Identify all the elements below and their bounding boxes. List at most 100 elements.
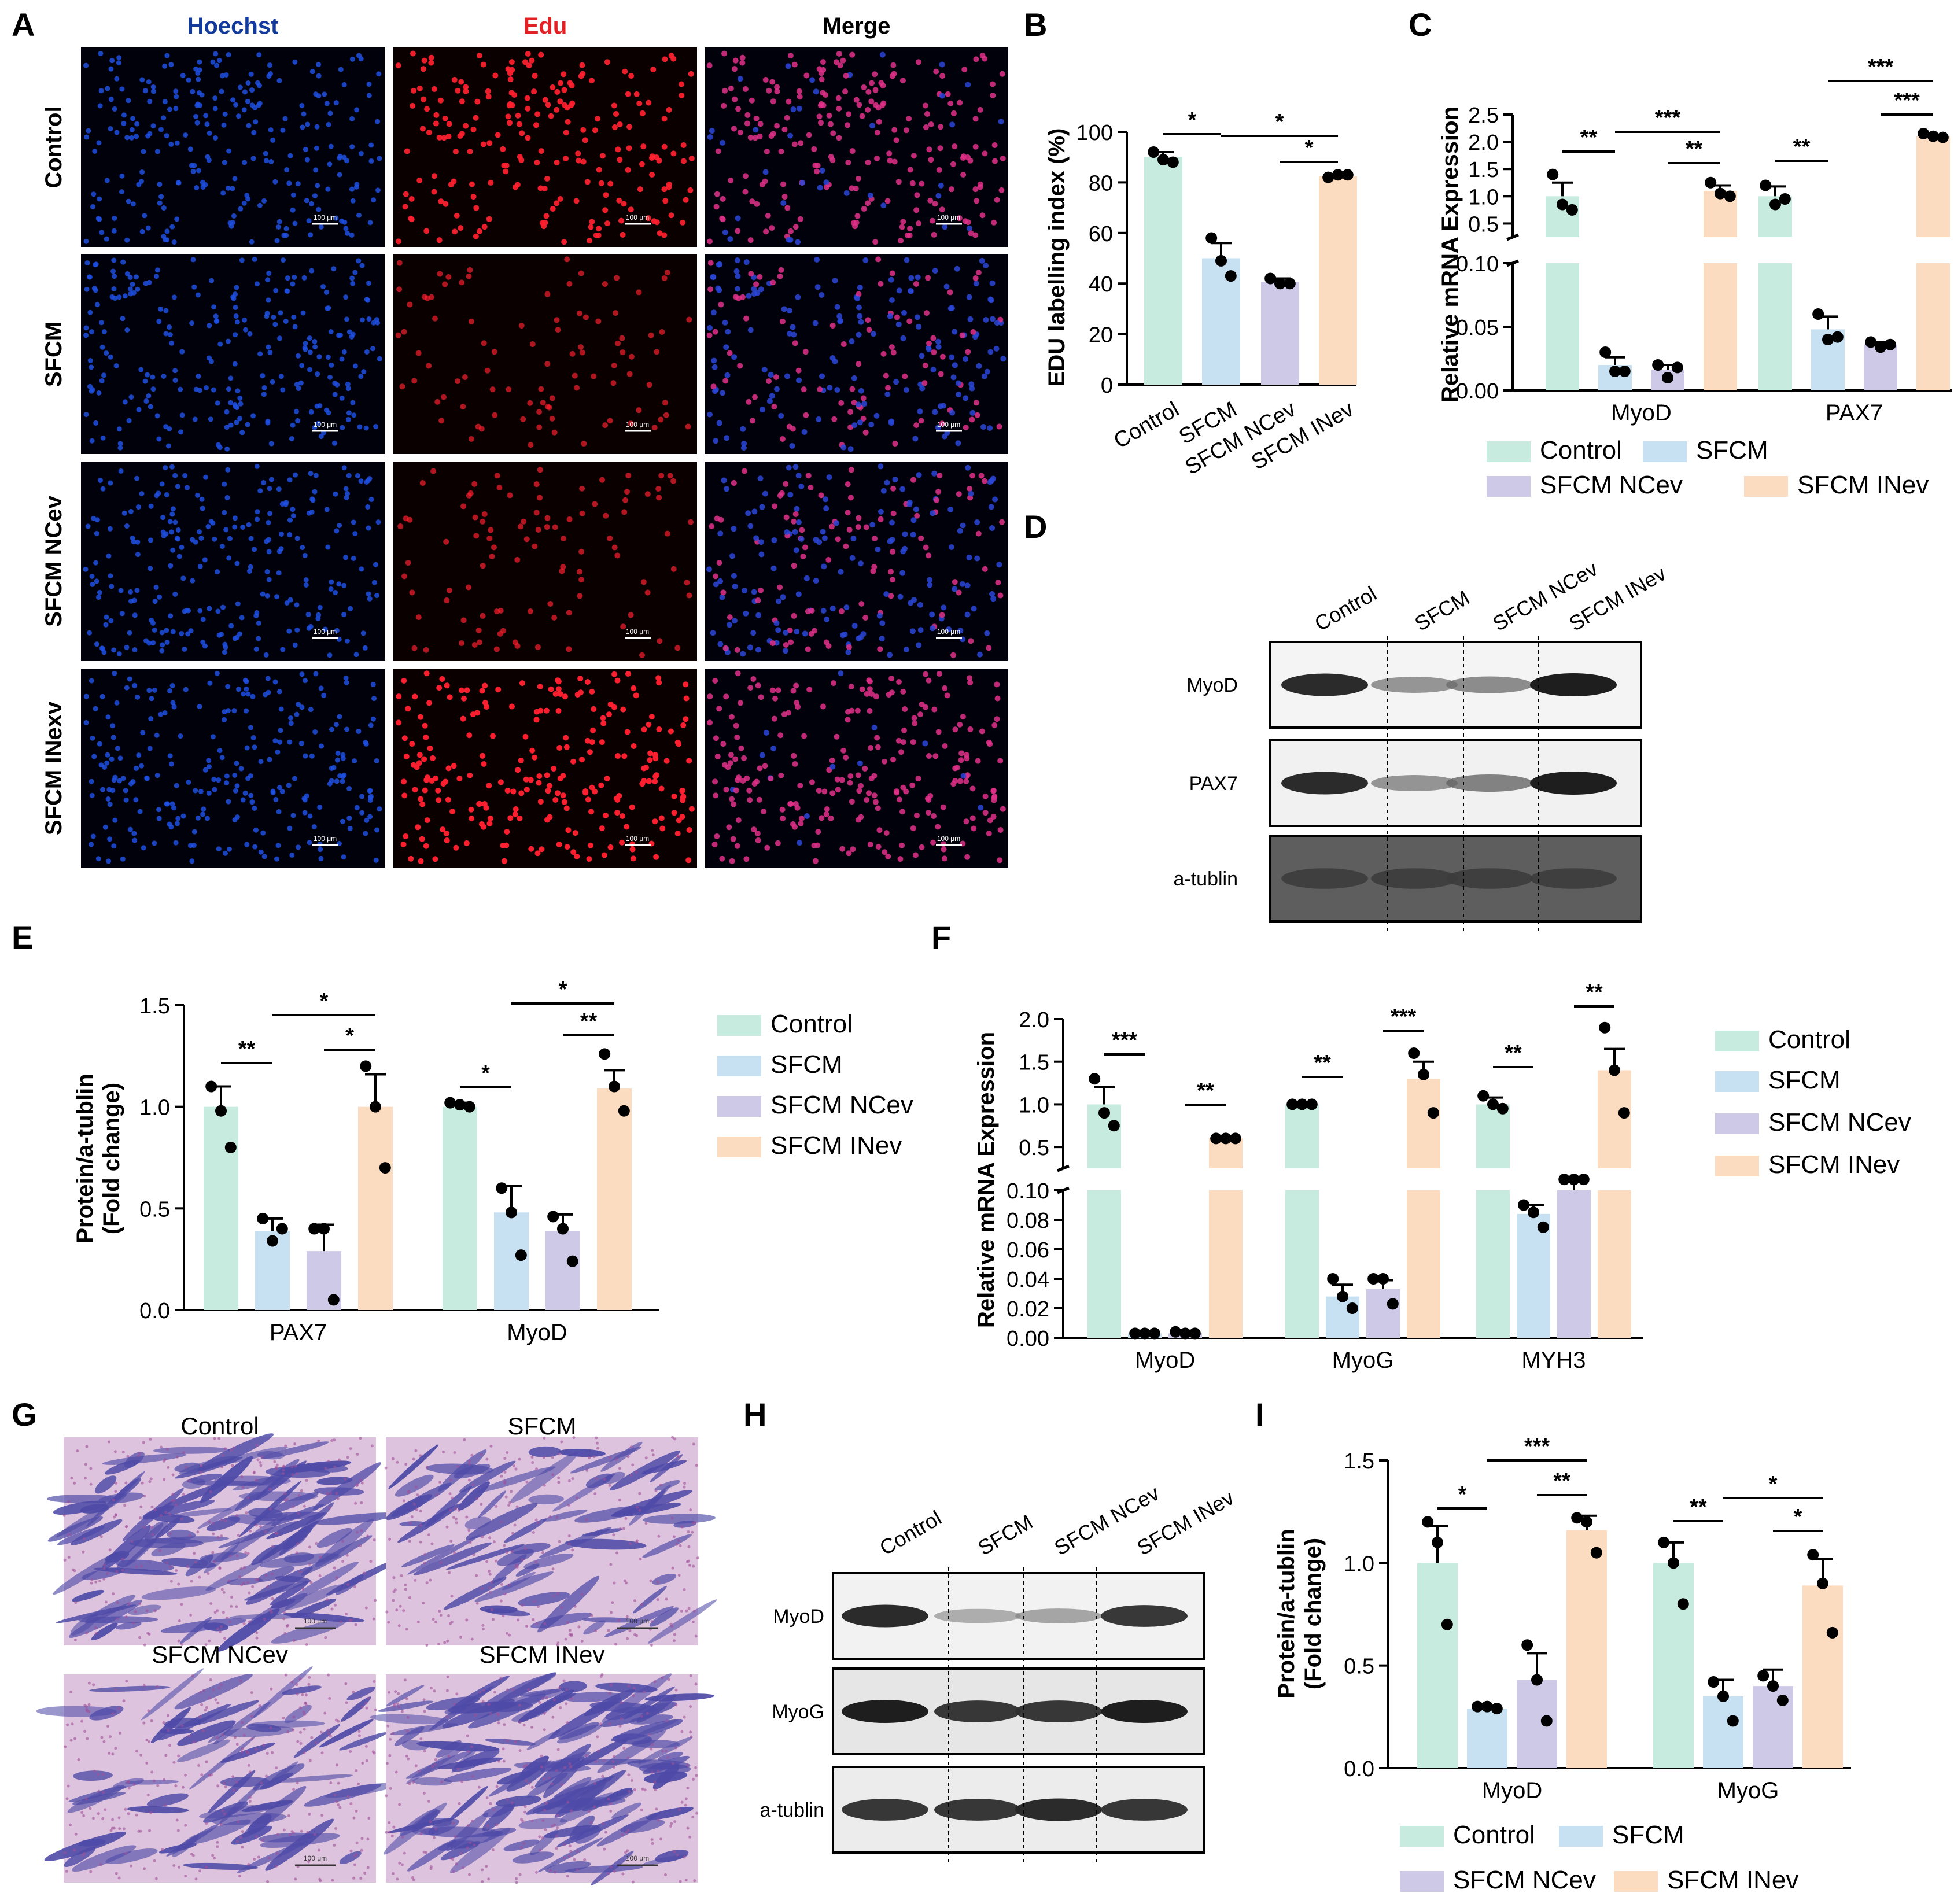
cell-nucleus bbox=[548, 1869, 552, 1872]
myotube bbox=[485, 1608, 531, 1617]
nucleus bbox=[602, 281, 608, 287]
nucleus bbox=[740, 651, 746, 657]
nucleus bbox=[622, 497, 628, 503]
cell-nucleus bbox=[499, 1599, 503, 1603]
nucleus bbox=[95, 216, 101, 222]
nucleus bbox=[891, 158, 898, 165]
nucleus bbox=[419, 801, 426, 807]
nucleus bbox=[667, 473, 673, 479]
nucleus bbox=[862, 614, 869, 621]
nucleus bbox=[661, 143, 668, 150]
nucleus bbox=[496, 485, 503, 491]
nucleus bbox=[992, 496, 998, 503]
nucleus bbox=[944, 692, 950, 699]
cell-nucleus bbox=[82, 1550, 85, 1554]
nucleus bbox=[832, 278, 838, 284]
nucleus bbox=[784, 115, 790, 121]
nucleus bbox=[790, 106, 797, 113]
nucleus bbox=[263, 652, 269, 658]
nucleus bbox=[313, 473, 319, 478]
cell-nucleus bbox=[522, 1765, 526, 1768]
nucleus bbox=[341, 612, 347, 618]
cell-nucleus bbox=[271, 1545, 274, 1548]
legend-swatch bbox=[1487, 476, 1531, 497]
cell-nucleus bbox=[625, 1831, 628, 1834]
nucleus bbox=[721, 477, 727, 484]
cell-nucleus bbox=[333, 1843, 336, 1847]
cell-nucleus bbox=[251, 1585, 255, 1589]
nucleus bbox=[368, 722, 374, 728]
data-point bbox=[1367, 1273, 1380, 1285]
nucleus bbox=[820, 529, 826, 535]
nucleus bbox=[131, 831, 137, 836]
cell-nucleus bbox=[566, 1721, 569, 1725]
cell-nucleus bbox=[425, 1581, 429, 1585]
cell-nucleus bbox=[548, 1515, 552, 1519]
nucleus bbox=[211, 777, 217, 783]
data-point bbox=[205, 1080, 217, 1093]
nucleus bbox=[106, 858, 112, 864]
cell-nucleus bbox=[69, 1691, 73, 1694]
cell-nucleus bbox=[359, 1877, 363, 1880]
nucleus bbox=[130, 281, 135, 287]
nucleus bbox=[819, 167, 825, 174]
nucleus bbox=[123, 788, 128, 794]
cell-nucleus bbox=[87, 1703, 91, 1706]
nucleus bbox=[972, 143, 979, 150]
nucleus bbox=[119, 173, 125, 179]
cell-nucleus bbox=[488, 1536, 492, 1540]
myotube bbox=[646, 1806, 694, 1820]
cell-nucleus bbox=[482, 1628, 485, 1631]
nucleus bbox=[183, 132, 189, 138]
nucleus bbox=[107, 526, 113, 532]
cell-nucleus bbox=[109, 1735, 112, 1739]
nucleus bbox=[997, 827, 1004, 833]
nucleus bbox=[531, 88, 537, 95]
cell-nucleus bbox=[70, 1477, 73, 1480]
cell-nucleus bbox=[669, 1824, 672, 1828]
cell-nucleus bbox=[665, 1597, 668, 1601]
nucleus bbox=[123, 797, 129, 803]
cell-nucleus bbox=[132, 1621, 135, 1625]
nucleus bbox=[872, 87, 879, 93]
cell-nucleus bbox=[349, 1750, 352, 1753]
myotube bbox=[47, 1516, 104, 1542]
nucleus bbox=[921, 380, 928, 386]
data-point bbox=[1477, 1090, 1490, 1102]
cell-nucleus bbox=[517, 1618, 520, 1622]
cell-nucleus bbox=[615, 1457, 618, 1461]
nucleus bbox=[457, 133, 463, 139]
band bbox=[1371, 677, 1458, 693]
cell-nucleus bbox=[202, 1729, 205, 1733]
nucleus bbox=[243, 327, 249, 333]
nucleus bbox=[533, 717, 540, 723]
cell-nucleus bbox=[684, 1879, 688, 1882]
nucleus bbox=[993, 345, 1000, 352]
cell-nucleus bbox=[599, 1722, 602, 1726]
nucleus bbox=[114, 700, 120, 706]
significance-label: * bbox=[481, 1061, 490, 1086]
cell-nucleus bbox=[113, 1450, 117, 1453]
nucleus bbox=[971, 825, 977, 832]
myotube bbox=[220, 1514, 288, 1560]
nucleus bbox=[930, 367, 937, 373]
nucleus bbox=[731, 480, 737, 486]
nucleus bbox=[965, 464, 971, 471]
cell-nucleus bbox=[683, 1485, 686, 1489]
nucleus bbox=[138, 367, 144, 372]
nucleus bbox=[821, 788, 828, 795]
nucleus bbox=[662, 400, 668, 406]
myotube bbox=[528, 1494, 565, 1505]
cell-nucleus bbox=[298, 1706, 302, 1710]
nucleus bbox=[500, 146, 506, 152]
data-point bbox=[1157, 154, 1169, 166]
nucleus bbox=[964, 582, 971, 589]
nucleus bbox=[585, 796, 591, 803]
cell-nucleus bbox=[506, 1632, 509, 1635]
nucleus bbox=[298, 380, 304, 386]
nucleus bbox=[206, 764, 212, 770]
nucleus bbox=[747, 797, 753, 803]
bar bbox=[1653, 1563, 1694, 1768]
nucleus bbox=[795, 367, 802, 374]
nucleus bbox=[197, 102, 203, 108]
